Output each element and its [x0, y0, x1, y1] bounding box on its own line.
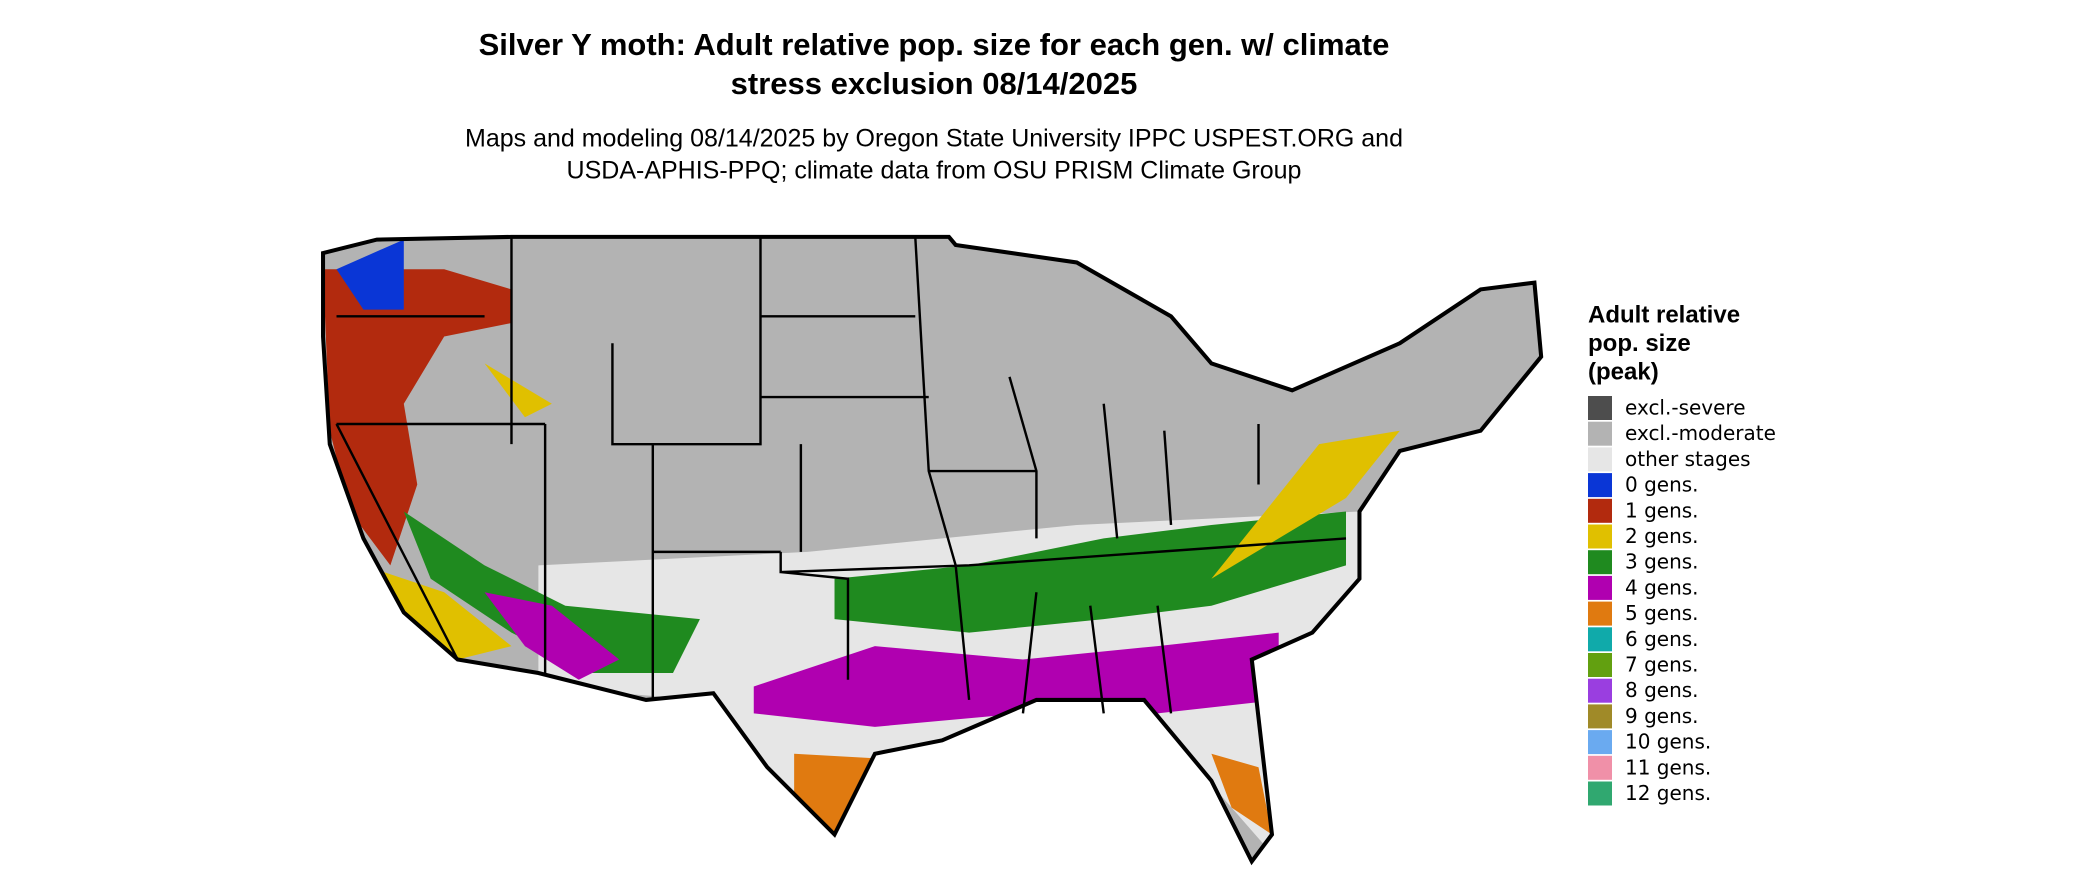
map-region — [336, 239, 404, 310]
title: Silver Y moth: Adult relative pop. size … — [479, 27, 1390, 62]
map-region — [484, 592, 620, 680]
legend-label: 6 gens. — [1625, 627, 1699, 651]
legend-label: other stages — [1625, 447, 1751, 471]
legend-label: 3 gens. — [1625, 550, 1699, 574]
subtitle: USDA-APHIS-PPQ; climate data from OSU PR… — [567, 157, 1302, 185]
legend-swatch — [1588, 627, 1612, 652]
legend-title: pop. size — [1588, 330, 1691, 357]
legend-swatch — [1588, 473, 1612, 498]
map-region — [834, 511, 1346, 633]
legend-swatch — [1588, 653, 1612, 677]
us-map — [310, 229, 1562, 875]
legend-label: 11 gens. — [1625, 755, 1711, 779]
legend-swatch — [1588, 575, 1612, 600]
legend-swatch — [1588, 755, 1612, 780]
legend-label: 2 gens. — [1625, 524, 1699, 548]
legend-swatch — [1588, 498, 1612, 523]
map-region — [403, 511, 700, 673]
legend-label: 4 gens. — [1625, 575, 1699, 599]
legend-swatch — [1588, 730, 1612, 755]
legend-label: 9 gens. — [1625, 704, 1699, 728]
legend-swatch — [1588, 781, 1612, 806]
legend-label: excl.-severe — [1625, 396, 1746, 420]
legend-swatch — [1588, 601, 1612, 626]
map-region — [363, 363, 1400, 660]
legend-label: 0 gens. — [1625, 473, 1699, 497]
legend-swatch — [1588, 421, 1612, 446]
legend-swatch — [1588, 550, 1612, 575]
legend-label: 1 gens. — [1625, 498, 1699, 522]
legend-title: (peak) — [1588, 358, 1659, 385]
legend-swatch — [1588, 396, 1612, 420]
legend-label: 10 gens. — [1625, 730, 1711, 754]
state-borders — [335, 236, 1347, 714]
legend-swatch — [1588, 447, 1612, 472]
legend-label: 5 gens. — [1625, 601, 1699, 625]
legend-label: 8 gens. — [1625, 678, 1699, 702]
legend-title: Adult relative — [1588, 301, 1740, 328]
legend-label: 12 gens. — [1625, 781, 1711, 805]
legend-swatch — [1588, 678, 1612, 703]
title: stress exclusion 08/14/2025 — [731, 66, 1138, 101]
legend-swatch — [1588, 704, 1612, 729]
legend-label: 7 gens. — [1625, 653, 1699, 677]
subtitle: Maps and modeling 08/14/2025 by Oregon S… — [465, 125, 1403, 153]
legend-swatch — [1588, 524, 1612, 549]
legend-label: excl.-moderate — [1625, 421, 1776, 445]
